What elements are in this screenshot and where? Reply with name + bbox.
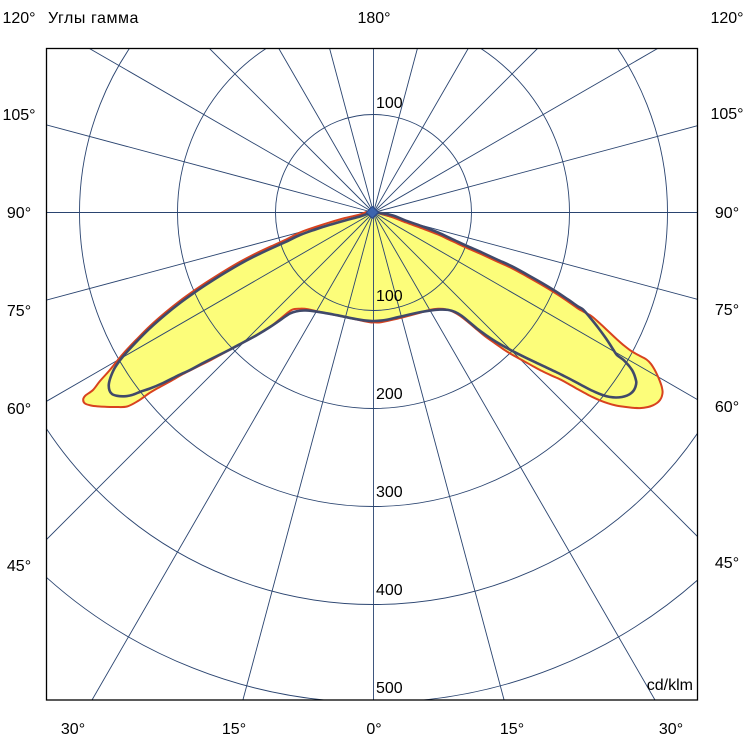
svg-text:45°: 45° bbox=[715, 555, 739, 572]
svg-text:15°: 15° bbox=[500, 721, 524, 738]
svg-text:15°: 15° bbox=[222, 721, 246, 738]
svg-text:0°: 0° bbox=[366, 721, 381, 738]
svg-text:400: 400 bbox=[376, 582, 403, 599]
svg-text:90°: 90° bbox=[7, 205, 31, 222]
svg-text:45°: 45° bbox=[7, 558, 31, 575]
svg-text:105°: 105° bbox=[710, 106, 743, 123]
svg-text:cd/klm: cd/klm bbox=[647, 677, 693, 694]
svg-text:75°: 75° bbox=[7, 303, 31, 320]
svg-text:120°: 120° bbox=[2, 10, 35, 27]
svg-text:200: 200 bbox=[376, 386, 403, 403]
svg-text:60°: 60° bbox=[715, 399, 739, 416]
svg-text:90°: 90° bbox=[715, 205, 739, 222]
svg-text:30°: 30° bbox=[61, 721, 85, 738]
svg-text:180°: 180° bbox=[357, 10, 390, 27]
svg-text:75°: 75° bbox=[715, 302, 739, 319]
svg-text:100: 100 bbox=[376, 95, 403, 112]
svg-text:120°: 120° bbox=[710, 10, 743, 27]
svg-text:500: 500 bbox=[376, 680, 403, 697]
svg-text:100: 100 bbox=[376, 288, 403, 305]
svg-text:300: 300 bbox=[376, 484, 403, 501]
svg-text:30°: 30° bbox=[659, 721, 683, 738]
svg-text:Углы гамма: Углы гамма bbox=[48, 10, 139, 27]
svg-text:60°: 60° bbox=[7, 401, 31, 418]
svg-text:105°: 105° bbox=[2, 107, 35, 124]
